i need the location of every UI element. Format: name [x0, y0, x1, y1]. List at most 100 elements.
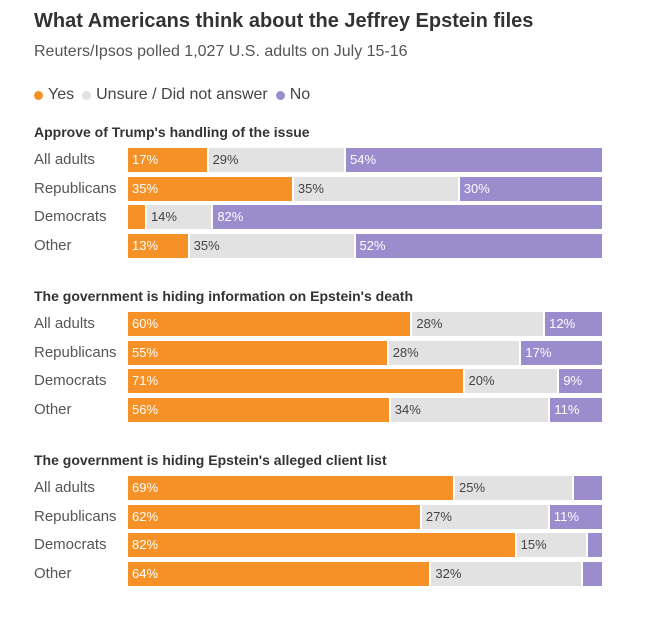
bar-segment-unsure [431, 561, 582, 586]
row-label: All adults [34, 479, 95, 496]
data-label-yes: 69% [132, 480, 159, 495]
bar-segment-yes [128, 148, 207, 172]
bar-segment-no [583, 561, 602, 586]
bar-row: 17% 29% 54% [128, 148, 602, 172]
bar-row: 56% 34% 11% [128, 397, 602, 422]
bar-segment-yes [128, 233, 188, 258]
data-label-no: 11% [553, 508, 579, 524]
bar-row: 69% 25% [128, 476, 602, 500]
row-label: All adults [34, 151, 95, 168]
bar-segment-no [573, 476, 602, 500]
row-label: Democrats [34, 208, 107, 225]
data-label-unsure: 15% [520, 537, 547, 552]
bar-segment-unsure [412, 312, 544, 336]
legend-dot-unsure [82, 90, 92, 100]
data-label-no: 30% [463, 180, 490, 196]
bar-segment-yes [128, 397, 389, 422]
data-label-unsure: 32% [435, 565, 462, 581]
legend-label-no: No [289, 86, 311, 103]
bar-segment-no [459, 176, 602, 201]
bar-segment-unsure [516, 533, 586, 557]
data-label-unsure: 35% [297, 180, 324, 196]
bar-segment-yes [128, 476, 454, 500]
row-label: Other [34, 400, 72, 418]
legend-label-yes: Yes [48, 86, 75, 103]
data-label-yes: 82% [132, 537, 159, 552]
data-label-unsure: 28% [392, 344, 419, 360]
data-label-unsure: 35% [193, 237, 220, 253]
bar-row: 62% 27% 11% [128, 504, 602, 529]
data-label-yes: 71% [132, 373, 159, 388]
chart-subtitle: Reuters/Ipsos polled 1,027 U.S. adults o… [34, 43, 408, 60]
data-label-unsure: 25% [459, 480, 486, 495]
legend-item-no: No [275, 86, 311, 104]
chart-title: What Americans think about the Jeffrey E… [34, 10, 534, 32]
legend-item-unsure: Unsure / Did not answer [82, 86, 268, 104]
bar-segment-no [559, 369, 602, 393]
bar-segment-unsure [464, 369, 558, 393]
data-label-unsure: 14% [150, 209, 177, 224]
bar-segment-no [355, 233, 602, 258]
data-label-yes: 62% [132, 508, 159, 524]
data-label-yes: 35% [132, 180, 159, 196]
data-label-yes: 56% [132, 401, 159, 417]
bar-segment-yes [128, 504, 420, 529]
bar-segment-yes [128, 561, 430, 586]
bar-segment-no [346, 148, 602, 172]
bar-segment-unsure [189, 233, 354, 258]
bar-segment-no [521, 340, 602, 365]
bar-segment-no [545, 312, 602, 336]
bar-row: 60% 28% 12% [128, 312, 602, 336]
data-label-yes: 17% [132, 152, 159, 167]
data-label-unsure: 28% [416, 316, 443, 331]
bar-row: 82% 15% [128, 533, 602, 557]
bar-segment-unsure [208, 148, 345, 172]
data-label-yes: 13% [132, 237, 159, 253]
bar-row: 71% 20% 9% [128, 369, 602, 393]
bar-segment-no [213, 205, 602, 229]
row-label: Other [34, 236, 72, 254]
legend-item-yes: Yes [34, 86, 74, 104]
bar-row: 35% 35% 30% [128, 176, 602, 201]
data-label-unsure: 27% [425, 508, 452, 524]
legend-dot-yes [34, 90, 43, 100]
panel-title: The government is hiding information on … [34, 288, 414, 304]
bar-row: 55% 28% 17% [128, 340, 602, 365]
bar-segment-no [550, 397, 602, 422]
legend-dot-no [275, 90, 285, 100]
panel-title: The government is hiding Epstein's alleg… [34, 452, 387, 468]
data-label-no: 52% [359, 237, 386, 253]
bar-segment-yes [128, 205, 145, 229]
row-label: All adults [34, 315, 95, 332]
bar-segment-unsure [390, 397, 549, 422]
data-label-no: 11% [554, 401, 580, 417]
data-label-yes: 64% [132, 565, 159, 581]
bar-segment-unsure [455, 476, 572, 500]
legend-label-unsure: Unsure / Did not answer [96, 86, 268, 103]
bar-segment-yes [128, 369, 463, 393]
bar-segment-unsure [146, 205, 212, 229]
data-label-unsure: 34% [394, 401, 421, 417]
bar-segment-yes [128, 312, 411, 336]
data-label-yes: 55% [132, 344, 159, 360]
data-label-no: 82% [217, 209, 244, 224]
bar-segment-yes [128, 176, 292, 201]
data-label-no: 9% [563, 373, 583, 388]
data-label-unsure: 29% [212, 152, 239, 167]
row-label: Other [34, 564, 72, 582]
panel-title: Approve of Trump's handling of the issue [34, 124, 310, 140]
legend: Yes Unsure / Did not answer No [34, 86, 318, 104]
data-label-unsure: 20% [468, 373, 495, 388]
row-label: Democrats [34, 536, 107, 553]
bar-row: 64% 32% [128, 561, 602, 586]
row-label: Republicans [34, 507, 117, 525]
bar-segment-unsure [421, 504, 548, 529]
data-label-no: 54% [350, 152, 377, 167]
row-label: Republicans [34, 343, 117, 361]
bar-segment-no [587, 533, 602, 557]
data-label-no: 12% [549, 316, 576, 331]
row-label: Democrats [34, 372, 107, 389]
data-label-yes: 60% [132, 316, 159, 331]
data-label-no: 17% [525, 344, 552, 360]
bar-segment-no [549, 504, 602, 529]
